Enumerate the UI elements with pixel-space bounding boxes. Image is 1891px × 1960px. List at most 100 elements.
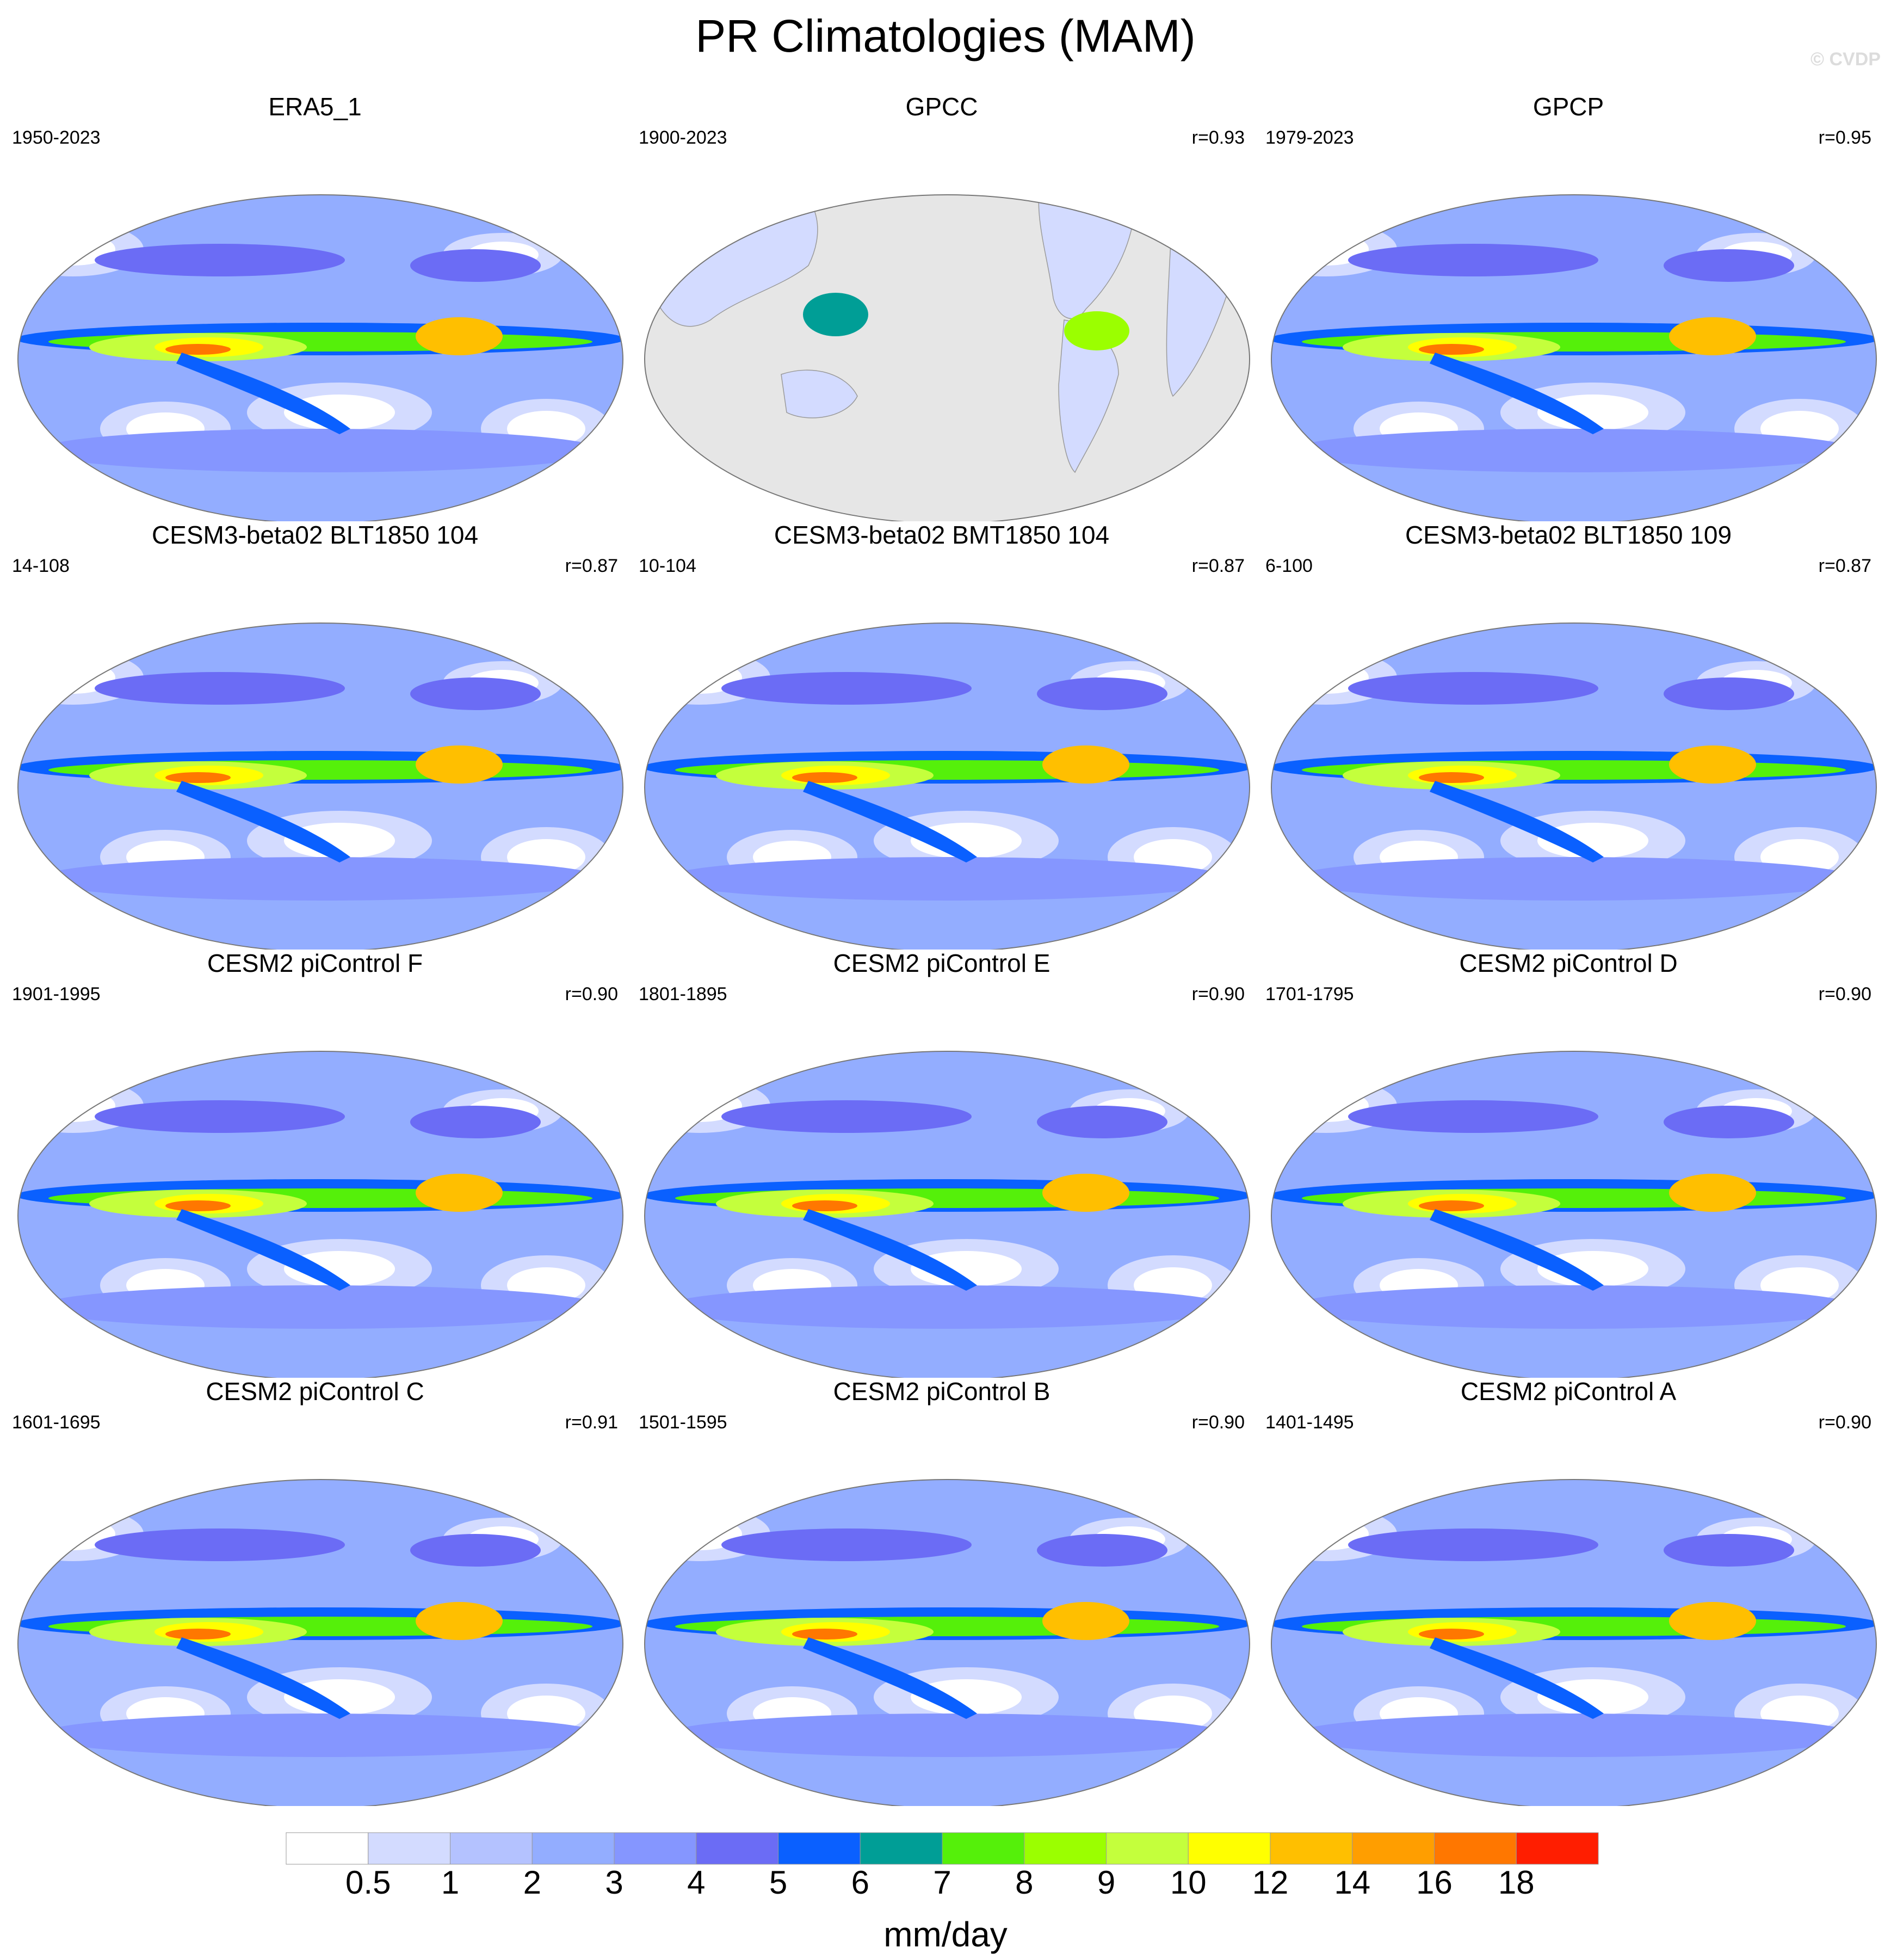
precip-band xyxy=(165,772,231,783)
copyright-watermark: © CVDP xyxy=(1810,49,1881,70)
precip-band xyxy=(1042,1174,1129,1212)
map-panel: CESM2 piControl C 1601-1695 r=0.91 xyxy=(2,1376,628,1806)
colorbar-tick-label: 10 xyxy=(1170,1864,1207,1901)
panel-years: 14-108 xyxy=(12,556,70,576)
precip-band xyxy=(1669,317,1756,355)
map-panel: CESM2 piControl F 1901-1995 r=0.90 xyxy=(2,948,628,1378)
colorbar-tick-label: 9 xyxy=(1097,1864,1115,1901)
map-panel: ERA5_1 1950-2023 xyxy=(2,91,628,521)
panel-title: ERA5_1 xyxy=(268,93,362,121)
colorbar-swatch xyxy=(1352,1832,1435,1865)
precip-band xyxy=(792,1200,857,1211)
panel-correlation: r=0.90 xyxy=(1818,1412,1871,1433)
colorbar-swatch xyxy=(1024,1832,1107,1865)
map-panel: GPCC 1900-2023 r=0.93 xyxy=(629,91,1255,521)
precip-band xyxy=(1669,1602,1756,1640)
panel-title: CESM3-beta02 BMT1850 104 xyxy=(774,521,1110,549)
colorbar-tick-label: 7 xyxy=(933,1864,951,1901)
colorbar-tick-label: 3 xyxy=(605,1864,623,1901)
precip-band xyxy=(416,1174,503,1212)
map-panel: CESM3-beta02 BLT1850 109 6-100 r=0.87 xyxy=(1256,520,1881,950)
precip-band xyxy=(1042,1602,1129,1640)
panel-correlation: r=0.91 xyxy=(565,1412,618,1433)
panel-title: CESM2 piControl B xyxy=(833,1377,1050,1406)
precip-map xyxy=(17,194,623,521)
panel-title: CESM2 piControl A xyxy=(1460,1377,1677,1406)
panel-years: 1979-2023 xyxy=(1265,127,1354,148)
colorbar-tick-label: 4 xyxy=(687,1864,705,1901)
precip-band xyxy=(416,1602,503,1640)
panel-years: 1801-1895 xyxy=(639,984,727,1004)
panel-title: CESM2 piControl E xyxy=(833,949,1050,977)
colorbar-swatch xyxy=(368,1832,450,1865)
colorbar-swatch xyxy=(942,1832,1025,1865)
colorbar-swatch xyxy=(450,1832,533,1865)
colorbar-tick-label: 8 xyxy=(1015,1864,1033,1901)
precip-band xyxy=(416,317,503,355)
panel-correlation: r=0.93 xyxy=(1191,127,1245,148)
map-panel: CESM2 piControl A 1401-1495 r=0.90 xyxy=(1256,1376,1881,1806)
precip-band xyxy=(1419,344,1484,355)
precip-map xyxy=(1271,622,1877,950)
precip-band xyxy=(1669,745,1756,784)
panel-correlation: r=0.95 xyxy=(1818,127,1871,148)
precip-band xyxy=(416,745,503,784)
precip-band xyxy=(1064,311,1129,350)
colorbar-tick-label: 12 xyxy=(1252,1864,1289,1901)
precip-map xyxy=(17,1479,623,1806)
panel-years: 1401-1495 xyxy=(1265,1412,1354,1433)
panel-title: CESM3-beta02 BLT1850 109 xyxy=(1405,521,1732,549)
precip-map xyxy=(644,1051,1250,1378)
panel-correlation: r=0.90 xyxy=(1191,984,1245,1004)
panel-title: GPCC xyxy=(905,93,978,121)
precip-map xyxy=(644,622,1250,950)
precip-band xyxy=(1419,1200,1484,1211)
colorbar-tick-label: 0.5 xyxy=(345,1864,391,1901)
precip-band xyxy=(792,772,857,783)
panel-years: 1501-1595 xyxy=(639,1412,727,1433)
panel-years: 1950-2023 xyxy=(12,127,101,148)
panel-correlation: r=0.90 xyxy=(1818,984,1871,1004)
panel-title: CESM3-beta02 BLT1850 104 xyxy=(151,521,479,549)
panel-correlation: r=0.87 xyxy=(565,556,618,576)
colorbar-unit-label: mm/day xyxy=(883,1915,1008,1954)
panel-correlation: r=0.90 xyxy=(1191,1412,1245,1433)
colorbar-swatch xyxy=(1516,1832,1599,1865)
colorbar-swatch xyxy=(1270,1832,1353,1865)
precip-band xyxy=(1419,772,1484,783)
panel-correlation: r=0.87 xyxy=(1191,556,1245,576)
colorbar-swatch xyxy=(860,1832,943,1865)
figure-title: PR Climatologies (MAM) xyxy=(695,10,1196,61)
panel-title: CESM2 piControl F xyxy=(207,949,423,977)
precip-map xyxy=(17,622,623,950)
precip-map xyxy=(1271,1051,1877,1378)
precip-band xyxy=(1419,1629,1484,1640)
precip-band xyxy=(803,293,868,336)
colorbar-tick-label: 6 xyxy=(851,1864,869,1901)
map-panel: CESM3-beta02 BLT1850 104 14-108 r=0.87 xyxy=(2,520,628,950)
map-panel: CESM2 piControl B 1501-1595 r=0.90 xyxy=(629,1376,1255,1806)
precip-band xyxy=(165,344,231,355)
panel-years: 10-104 xyxy=(639,556,696,576)
panel-years: 1601-1695 xyxy=(12,1412,101,1433)
precip-map xyxy=(1271,1479,1877,1806)
panel-title: CESM2 piControl D xyxy=(1459,949,1678,977)
colorbar-tick-label: 2 xyxy=(523,1864,541,1901)
panel-title: GPCP xyxy=(1532,93,1604,121)
land-region xyxy=(781,369,858,418)
colorbar-swatch xyxy=(286,1832,369,1865)
precip-map xyxy=(1271,194,1877,521)
colorbar-swatch xyxy=(1106,1832,1189,1865)
panel-years: 1901-1995 xyxy=(12,984,101,1004)
precip-map xyxy=(17,1051,623,1378)
colorbar-swatch xyxy=(1434,1832,1517,1865)
precip-band xyxy=(792,1629,857,1640)
colorbar-swatch xyxy=(1188,1832,1271,1865)
map-panel: GPCP 1979-2023 r=0.95 xyxy=(1256,91,1881,521)
colorbar-tick-label: 14 xyxy=(1334,1864,1370,1901)
precip-map xyxy=(644,194,1250,521)
panel-correlation: r=0.87 xyxy=(1818,556,1871,576)
precip-band xyxy=(165,1200,231,1211)
panel-years: 1701-1795 xyxy=(1265,984,1354,1004)
map-panel: CESM2 piControl D 1701-1795 r=0.90 xyxy=(1256,948,1881,1378)
